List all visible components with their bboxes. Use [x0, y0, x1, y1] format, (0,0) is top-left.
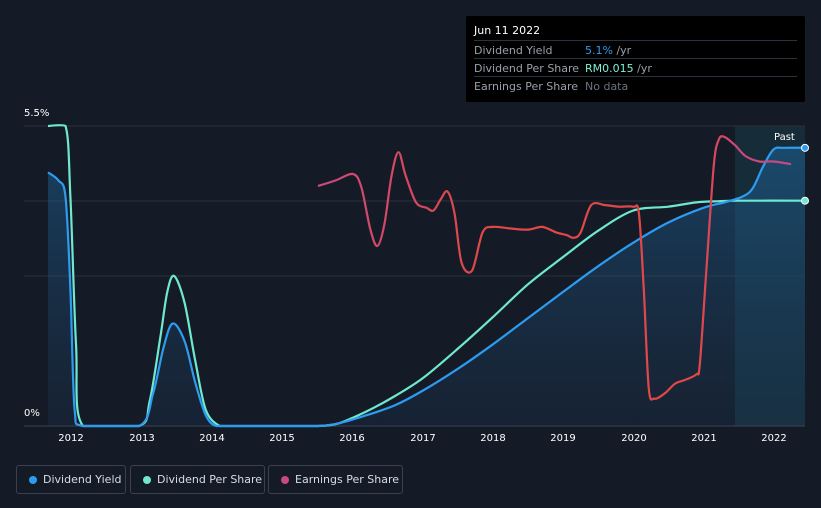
tooltip-label: Dividend Per Share [474, 62, 580, 75]
legend-label: Dividend Yield [43, 473, 122, 486]
tooltip-value: RM0.015 /yr [585, 62, 652, 75]
x-tick-2016: 2016 [339, 433, 365, 444]
tooltip-value: 5.1% /yr [585, 44, 632, 57]
x-tick-2012: 2012 [58, 433, 84, 444]
legend-label: Earnings Per Share [295, 473, 400, 486]
earnings-per-share-line [317, 135, 792, 401]
x-tick-2020: 2020 [621, 433, 647, 444]
legend-dot-icon [143, 476, 151, 484]
legend-dot-icon [29, 476, 37, 484]
legend-dividend-per-share[interactable]: Dividend Per Share [130, 465, 265, 494]
tooltip-row-dividend-yield: Dividend Yield 5.1% /yr [474, 40, 797, 58]
legend-label: Dividend Per Share [157, 473, 263, 486]
x-tick-2014: 2014 [199, 433, 225, 444]
x-tick-2017: 2017 [410, 433, 436, 444]
x-tick-2018: 2018 [480, 433, 506, 444]
x-tick-2021: 2021 [691, 433, 717, 444]
x-tick-2013: 2013 [129, 433, 155, 444]
x-tick-2015: 2015 [269, 433, 295, 444]
legend-dot-icon [281, 476, 289, 484]
y-tick-bottom: 0% [24, 408, 40, 419]
x-tick-2019: 2019 [550, 433, 576, 444]
dividend-yield-area [48, 147, 805, 426]
legend-earnings-per-share[interactable]: Earnings Per Share [268, 465, 403, 494]
x-tick-2022: 2022 [761, 433, 787, 444]
tooltip-row-dividend-per-share: Dividend Per Share RM0.015 /yr [474, 58, 797, 76]
tooltip-value: No data [585, 80, 629, 93]
dividend-yield-line [47, 146, 806, 428]
dividend-per-share-endpoint [801, 196, 809, 205]
past-label: Past [774, 132, 795, 143]
y-tick-top: 5.5% [24, 108, 50, 119]
dividend-yield-endpoint [801, 143, 809, 152]
legend-dividend-yield[interactable]: Dividend Yield [16, 465, 126, 494]
tooltip-date: Jun 11 2022 [474, 24, 541, 37]
tooltip-label: Dividend Yield [474, 44, 553, 57]
data-tooltip: Jun 11 2022 Dividend Yield 5.1% /yr Divi… [466, 16, 805, 102]
tooltip-row-earnings-per-share: Earnings Per Share No data [474, 76, 797, 94]
tooltip-label: Earnings Per Share [474, 80, 579, 93]
